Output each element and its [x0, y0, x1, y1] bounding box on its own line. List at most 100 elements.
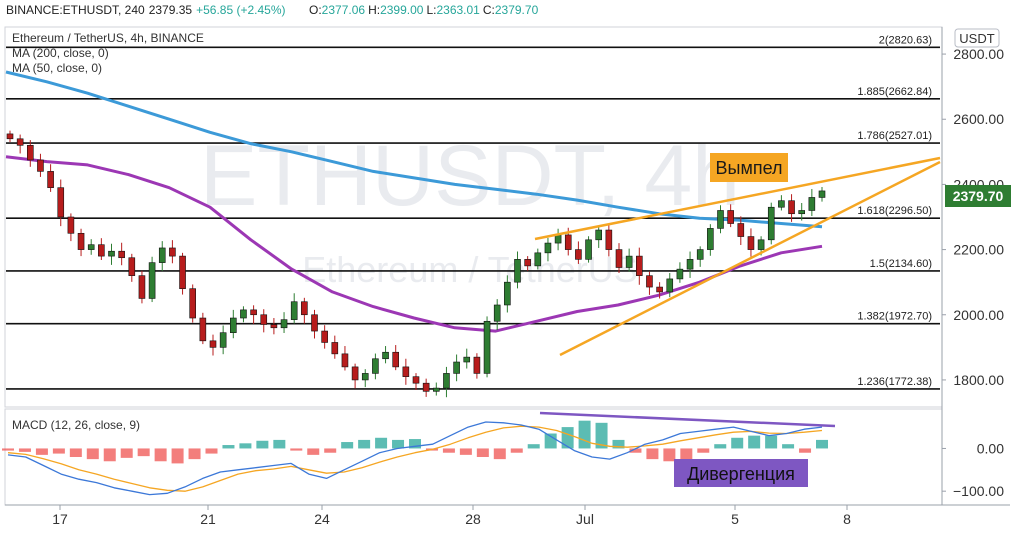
macd-histogram-bar — [544, 433, 557, 449]
candle-down — [392, 351, 400, 368]
candle-down — [737, 223, 745, 237]
candle-up — [625, 255, 633, 268]
candle-up — [453, 361, 460, 374]
candle-down — [412, 376, 420, 384]
last-price-tag — [945, 185, 1011, 207]
candle-down — [37, 159, 44, 172]
divergence-line[interactable] — [539, 411, 836, 428]
candle-up — [676, 268, 684, 280]
macd-histogram-bar — [2, 448, 14, 451]
macd-histogram-bar — [442, 448, 455, 453]
candle-up — [717, 210, 724, 229]
candle-up — [818, 190, 826, 198]
macd-legend: MACD (12, 26, close, 9) — [12, 418, 140, 432]
chart-legend-title: Ethereum / TetherUS, 4h, BINANCE — [12, 31, 204, 45]
candle-down — [118, 250, 125, 259]
macd-line — [7, 421, 823, 496]
candle-down — [422, 382, 430, 392]
macd-histogram-bar — [18, 448, 31, 452]
macd-histogram-bar — [799, 448, 812, 453]
macd-histogram-bar — [409, 439, 421, 449]
macd-histogram-bar — [697, 448, 710, 453]
candle-up — [219, 332, 227, 348]
candle-up — [108, 250, 115, 257]
macd-histogram-bar — [493, 448, 506, 460]
price-tick-label: 2800.00 — [953, 46, 1004, 62]
macd-histogram-bar — [205, 448, 218, 454]
macd-histogram-bar — [86, 448, 99, 460]
macd-histogram-bar — [476, 448, 489, 457]
price-axis[interactable]: 1800.002000.002200.002400.002600.002800.… — [942, 46, 1004, 388]
candle-down — [331, 342, 339, 355]
macd-histogram-bar — [222, 445, 235, 449]
candle-up — [148, 262, 156, 299]
candle-down — [179, 255, 186, 289]
candle-down — [605, 229, 613, 250]
candle-up — [757, 239, 765, 250]
candle-down — [98, 244, 105, 257]
last-price-value: 2379.70 — [953, 188, 1004, 204]
candle-up — [686, 259, 694, 270]
last-price: 2379.35 — [149, 3, 193, 17]
macd-histogram-bar — [307, 448, 320, 455]
macd-histogram-bar — [256, 440, 269, 449]
macd-tick-label: 0.00 — [977, 440, 1004, 456]
macd-histogram-bar — [120, 448, 133, 458]
macd-signal-line — [7, 425, 823, 492]
candle-up — [666, 278, 674, 293]
candle-down — [321, 330, 328, 343]
candle-up — [361, 373, 369, 381]
fib-level-label: 1.618(2296.50) — [857, 205, 932, 217]
macd-histogram-bar — [459, 448, 472, 455]
macd-histogram-bar — [646, 448, 659, 460]
macd-histogram-bar — [137, 448, 150, 457]
candle-up — [240, 309, 247, 319]
time-tick-label: 24 — [314, 511, 330, 527]
price-tick-label: 2200.00 — [953, 242, 1004, 258]
macd-histogram-bar — [680, 448, 693, 460]
candle-up — [595, 229, 603, 241]
fib-level-label: 1.885(2662.84) — [857, 86, 932, 98]
candle-up — [696, 249, 704, 260]
macd-histogram-bar — [765, 435, 778, 449]
macd-histogram-bar — [239, 443, 252, 449]
candle-up — [372, 358, 379, 374]
macd-histogram-bar — [171, 448, 184, 464]
candle-down — [788, 200, 795, 215]
candle-up — [382, 351, 389, 360]
pennant-label: Вымпел — [716, 158, 783, 178]
watermark-symbol: ETHUSDT, 4h — [200, 128, 740, 224]
candle-up — [534, 252, 542, 267]
candle-up — [514, 259, 521, 283]
macd-histogram-bar — [714, 444, 727, 449]
time-axis[interactable]: 17 21 24 28 Jul 5 8 — [52, 505, 851, 527]
candle-down — [615, 249, 623, 268]
time-tick-label: 5 — [731, 511, 739, 527]
candle-up — [158, 247, 166, 263]
candle-up — [432, 387, 440, 392]
candle-down — [128, 257, 136, 276]
divergence-label-box — [674, 459, 808, 487]
candle-up — [87, 244, 95, 250]
currency-badge[interactable] — [954, 28, 1000, 48]
candle-up — [504, 281, 511, 306]
candle-up — [707, 228, 714, 250]
change-value: +56.85 (+2.45%) — [196, 3, 285, 17]
ma200-line — [5, 70, 823, 229]
macd-histogram-bar — [324, 448, 337, 453]
macd-histogram-bar — [375, 437, 388, 449]
symbol-header: BINANCE:ETHUSDT, 240 2379.35 +56.85 (+2.45… — [6, 3, 286, 17]
time-tick-label: 28 — [465, 511, 481, 527]
candle-up — [554, 234, 562, 244]
macd-histogram-bar — [595, 422, 608, 449]
macd-histogram-bar — [154, 448, 167, 462]
pennant-drawing[interactable] — [534, 156, 941, 357]
macd-indicator — [2, 420, 828, 496]
candle-up — [230, 317, 237, 333]
candles — [6, 130, 826, 398]
macd-histogram-bar — [392, 439, 405, 449]
candle-down — [351, 366, 359, 381]
candle-down — [311, 314, 318, 332]
